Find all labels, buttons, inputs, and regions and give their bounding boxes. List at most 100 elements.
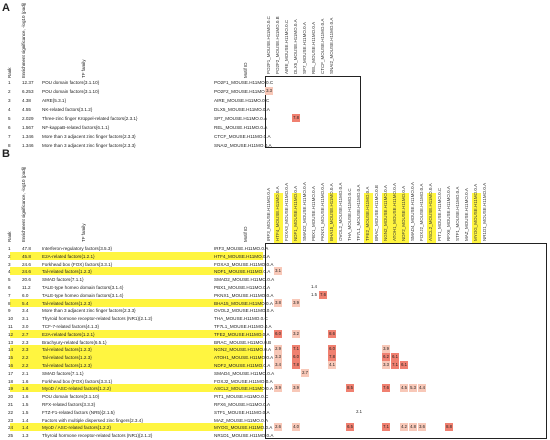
matrix-column-label: BRAC_MOUSE.H11MO.0.B bbox=[374, 185, 379, 241]
significance-value: 20.6 bbox=[22, 277, 31, 283]
panel-b-letter: B bbox=[2, 148, 10, 160]
matrix-cell: 6.1 bbox=[400, 361, 408, 369]
rank-value: 2 bbox=[8, 89, 11, 94]
matrix-cell: 3.3 bbox=[265, 87, 273, 95]
table-row: 10 3.1 Thyroid hormone receptor-related fa… bbox=[0, 314, 550, 322]
significance-value: 2.029 bbox=[22, 116, 34, 121]
matrix-cell: 6.2 bbox=[382, 353, 390, 362]
matrix-cell: 3.2 bbox=[292, 329, 300, 338]
tf-family-value: Factors with multiple dispersed zinc fin… bbox=[42, 417, 143, 423]
motif-id-value: NGN2_MOUSE.H11MO.0.A bbox=[214, 347, 272, 353]
motif-id-value: NDF1_MOUSE.H11MO.0.A bbox=[214, 269, 271, 275]
significance-value: 1.6 bbox=[22, 394, 29, 400]
overlap-matrix bbox=[265, 243, 547, 439]
row-highlight bbox=[10, 423, 263, 432]
rank-value: 5 bbox=[8, 116, 11, 121]
matrix-column-label: HTF4_MOUSE.H11MO.0.A bbox=[275, 186, 280, 241]
tf-family-value: Forkhead box (FOX) factors{3.3.1} bbox=[42, 261, 113, 267]
matrix-cell: 3.3 bbox=[274, 353, 282, 362]
table-row: 2 6.253 POU domain factors{3.1.10} PO2F2_MO… bbox=[0, 87, 550, 96]
motif-id-value: PBX1_MOUSE.H11MO.0.A bbox=[214, 285, 271, 290]
motif-id-value: MAZ_MOUSE.H11MO.0.A bbox=[214, 417, 269, 423]
tf-family-value: Forkhead box (FOX) factors{3.3.1} bbox=[42, 378, 113, 384]
motif-id-value: HTF4_MOUSE.H11MO.0.A bbox=[214, 253, 270, 259]
matrix-column-label: ASCL2_MOUSE.H11MO.0.A bbox=[428, 183, 433, 241]
table-row: 25 1.3 Thyroid hormone receptor-related fa… bbox=[0, 431, 550, 439]
tf-family-value: POU domain factors{3.1.10} bbox=[42, 80, 100, 85]
column-highlight bbox=[292, 193, 301, 243]
rank-value: 1 bbox=[8, 246, 11, 251]
tf-family-value: Tal-related factors{1.2.3} bbox=[42, 269, 92, 275]
panel-a-letter: A bbox=[2, 2, 10, 14]
rank-value: 4 bbox=[8, 107, 11, 112]
significance-value: 11.2 bbox=[22, 285, 31, 290]
tf-family-value: POU domain factors{3.1.10} bbox=[42, 89, 100, 94]
matrix-cell: 7.6 bbox=[382, 384, 390, 393]
motif-id-value: ASCL2_MOUSE.H11MO.0.A bbox=[214, 386, 273, 392]
rank-value: 6 bbox=[8, 285, 11, 290]
table-row: 15 2.2 Tal-related factors{1.2.3} ATOH1_MOU… bbox=[0, 353, 550, 361]
motif-id-value: PO2F2_MOUSE.H11MO.0.B bbox=[214, 89, 273, 94]
table-row: 3 4.38 AIRE{5.3.1} AIRE_MOUSE.H11MO.0.C bbox=[0, 96, 550, 105]
significance-value: 1.346 bbox=[22, 134, 34, 139]
motif-id-value: STF1_MOUSE.H11MO.0.A bbox=[214, 409, 270, 415]
significance-value: 1.3 bbox=[22, 433, 29, 439]
tf-family-value: FTZ-F1-related factors (NR5){2.1.5} bbox=[42, 409, 115, 415]
matrix-column-label: FOXJ2_MOUSE.H11MO.0.A bbox=[419, 183, 424, 241]
table-row: 8 5.4 Tal-related factors{1.2.3} BHA15_MOUS… bbox=[0, 299, 550, 307]
matrix-column-label: NGN2_MOUSE.H11MO.0.A bbox=[383, 185, 388, 241]
rank-value: 22 bbox=[8, 409, 14, 415]
matrix-cell: 2.7 bbox=[301, 368, 309, 377]
rank-value: 1 bbox=[8, 80, 11, 85]
matrix-cell: 6.0 bbox=[292, 353, 300, 362]
tf-family-value: MyoD / ASC-related factors{1.2.2} bbox=[42, 425, 111, 431]
matrix-cell: 2.9 bbox=[274, 345, 282, 354]
tf-family-value: AIRE{5.3.1} bbox=[42, 98, 67, 103]
table-row: 24 1.4 MyoD / ASC-related factors{1.2.2} MY… bbox=[0, 423, 550, 431]
significance-value: 4.38 bbox=[22, 98, 31, 103]
motif-id-value: PKNX1_MOUSE.H11MO.0.A bbox=[214, 292, 274, 298]
matrix-column-label: MYOG_MOUSE.H11MO.0.A bbox=[473, 183, 478, 241]
matrix-cell: 7.6 bbox=[319, 290, 327, 299]
matrix-column-label: OVOL2_MOUSE.H11MO.0.A bbox=[338, 182, 343, 241]
matrix-cell: 3.9 bbox=[292, 298, 300, 307]
table-row: 4 24.6 Tal-related factors{1.2.3} NDF1_MOUS… bbox=[0, 267, 550, 275]
motif-id-value: MYOG_MOUSE.H11MO.0.A bbox=[214, 425, 273, 431]
significance-value: 2.2 bbox=[22, 355, 29, 361]
row-highlight bbox=[10, 361, 263, 369]
matrix-cell: 3.9 bbox=[274, 384, 282, 393]
tf-family-value: Thyroid hormone receptor-related factors… bbox=[42, 316, 153, 322]
rank-value: 4 bbox=[8, 269, 11, 275]
row-highlight bbox=[10, 329, 263, 338]
matrix-column-label: BHA15_MOUSE.H11MO.0.A bbox=[329, 183, 334, 241]
rank-value: 18 bbox=[8, 378, 14, 384]
rank-value: 8 bbox=[8, 300, 11, 306]
tf-family-value: NF-kappaB-related factors{6.1.1} bbox=[42, 125, 110, 130]
table-row: 19 1.6 MyoD / ASC-related factors{1.2.2} AS… bbox=[0, 384, 550, 392]
matrix-cell: 4.5 bbox=[400, 384, 408, 393]
column-header-tf_family: TF family bbox=[81, 223, 86, 243]
significance-value: 5.4 bbox=[22, 300, 29, 306]
rank-value: 17 bbox=[8, 370, 14, 376]
rank-value: 19 bbox=[8, 386, 14, 392]
matrix-column-label: TFE2_MOUSE.H11MO.0.A bbox=[365, 186, 370, 241]
matrix-cell: 4.2 bbox=[400, 423, 408, 432]
matrix-cell: 4.0 bbox=[292, 423, 300, 432]
significance-value: 47.8 bbox=[22, 246, 31, 251]
motif-id-value: SMAD2_MOUSE.H11MO.0.A bbox=[214, 277, 275, 283]
column-highlight bbox=[364, 193, 373, 243]
matrix-column-label: SNAI2_MOUSE.H11MO.0.A bbox=[329, 17, 334, 74]
motif-id-value: DLX5_MOUSE.H11MO.0.A bbox=[214, 107, 270, 112]
matrix-column-label: REL_MOUSE.H11MO.0.A bbox=[311, 21, 316, 74]
table-row: 23 1.4 Factors with multiple dispersed zin… bbox=[0, 416, 550, 424]
matrix-column-label: PIT1_MOUSE.H11MO.0.C bbox=[437, 187, 442, 241]
rank-value: 3 bbox=[8, 261, 11, 267]
column-header-rank: Rank bbox=[7, 67, 12, 78]
matrix-cell: 8.6 bbox=[328, 329, 336, 338]
table-row: 17 2.1 SMAD factors{7.1.1} SMAD4_MOUSE.H11M… bbox=[0, 369, 550, 377]
overlap-matrix bbox=[265, 76, 361, 148]
rank-value: 14 bbox=[8, 347, 14, 353]
motif-id-value: THA_MOUSE.H11MO.0.C bbox=[214, 316, 268, 322]
rank-value: 16 bbox=[8, 363, 14, 368]
column-highlight bbox=[274, 193, 283, 243]
